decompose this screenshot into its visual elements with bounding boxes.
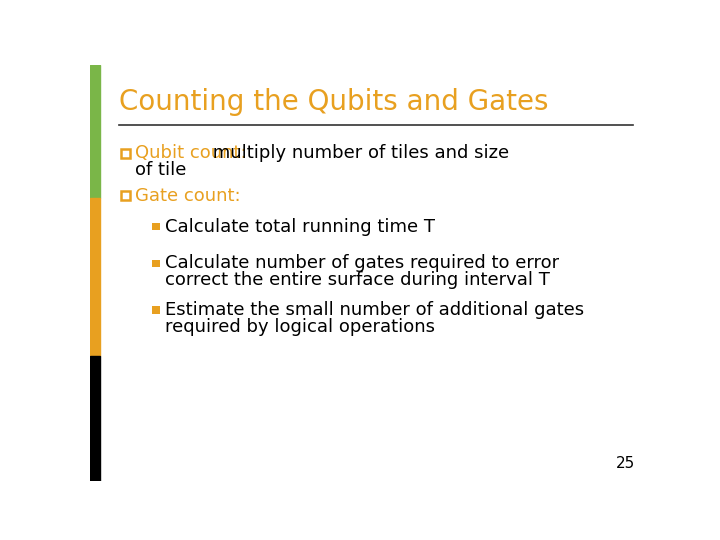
Bar [90,65,100,198]
Text: Qubit count:: Qubit count: [135,144,246,163]
Text: Estimate the small number of additional gates: Estimate the small number of additional … [165,301,585,319]
Bar [90,356,100,481]
Text: Counting the Qubits and Gates: Counting the Qubits and Gates [120,88,549,116]
Bar [121,149,130,158]
Bar [121,192,130,200]
Bar [90,198,100,356]
Bar [152,306,160,314]
Text: multiply number of tiles and size: multiply number of tiles and size [207,144,510,163]
Bar [152,260,160,267]
Text: of tile: of tile [135,161,186,179]
Text: Calculate number of gates required to error: Calculate number of gates required to er… [165,254,559,273]
Text: 25: 25 [616,456,635,471]
Text: required by logical operations: required by logical operations [165,318,435,335]
Bar [152,222,160,231]
Text: correct the entire surface during interval T: correct the entire surface during interv… [165,272,550,289]
Text: Gate count:: Gate count: [135,187,240,205]
Text: Calculate total running time T: Calculate total running time T [165,218,435,235]
